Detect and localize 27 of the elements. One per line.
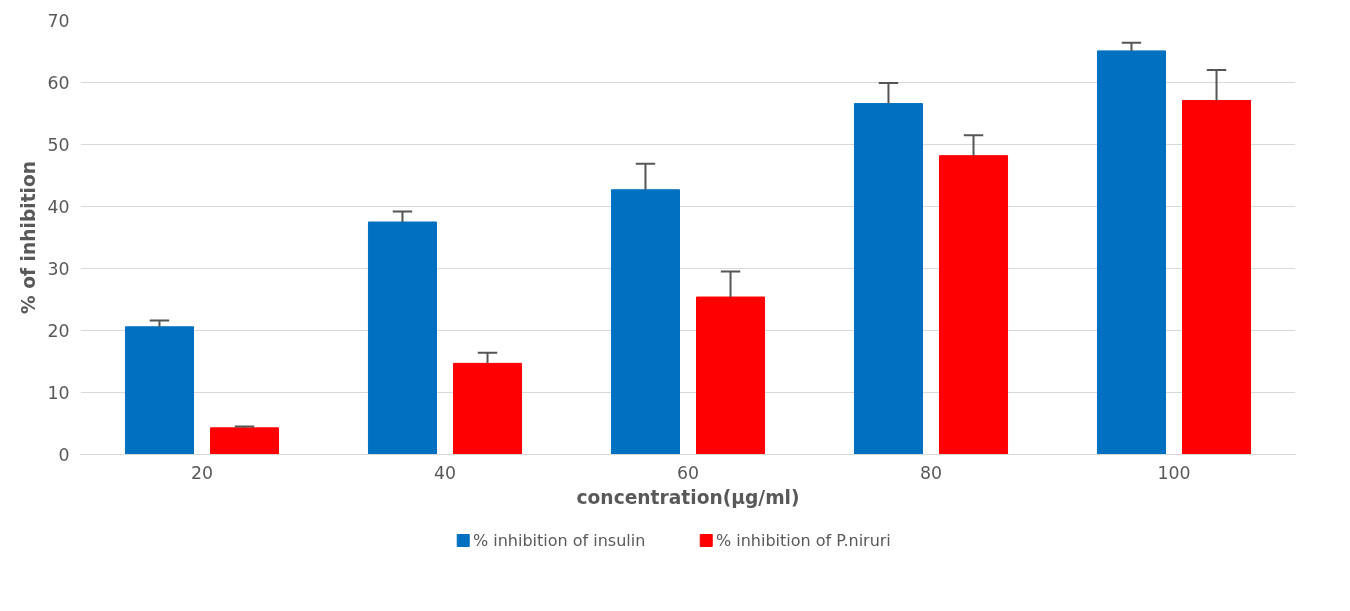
bar	[696, 296, 766, 455]
bar	[124, 326, 194, 455]
y-tick-label: 60	[47, 73, 70, 93]
y-tick-label: 30	[47, 259, 70, 279]
y-tick-label: 40	[47, 197, 70, 217]
bar	[1096, 50, 1166, 455]
bar	[453, 362, 523, 455]
legend-label: % inhibition of P.niruri	[715, 531, 891, 550]
bar	[853, 103, 923, 455]
y-tick-label: 20	[47, 321, 70, 341]
bar	[367, 221, 437, 455]
x-tick-label: 80	[919, 462, 943, 483]
bar	[939, 155, 1009, 455]
y-axis-title: % of inhibition	[18, 160, 40, 315]
x-axis-title: concentration(µg/ml)	[576, 486, 800, 508]
x-tick-label: 20	[190, 462, 214, 483]
bar	[610, 189, 680, 455]
x-tick-label: 40	[433, 462, 457, 483]
bar	[210, 427, 280, 455]
y-tick-label: 50	[47, 135, 70, 155]
y-tick-label: 70	[47, 11, 70, 31]
x-tick-label: 60	[676, 462, 700, 483]
legend-label: % inhibition of insulin	[472, 531, 646, 550]
y-tick-label: 10	[47, 383, 70, 403]
x-tick-label: 100	[1157, 462, 1191, 483]
y-tick-label: 0	[58, 445, 70, 465]
bar	[1182, 99, 1252, 455]
